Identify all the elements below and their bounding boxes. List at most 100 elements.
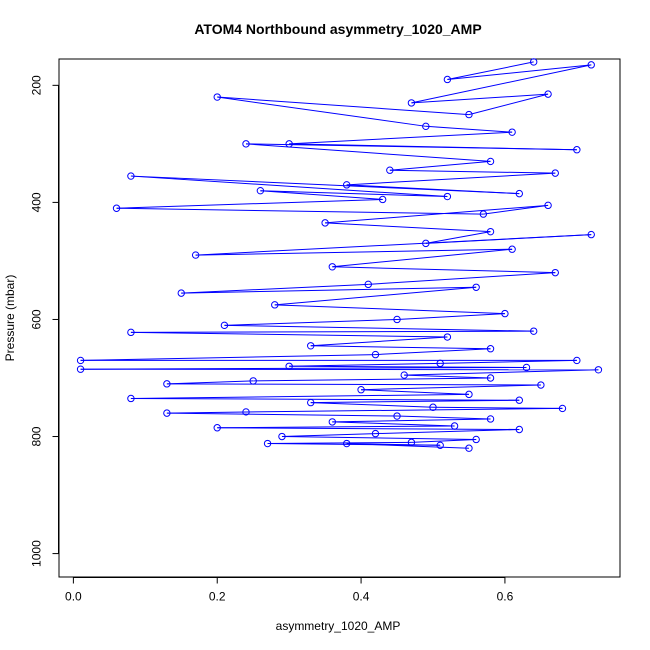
series-segment [375, 429, 520, 435]
data-point [307, 342, 315, 350]
data-point [393, 412, 401, 420]
data-point [285, 140, 293, 148]
data-point [163, 380, 171, 388]
data-point [573, 356, 581, 365]
series-segment [217, 96, 426, 127]
series-segment [260, 190, 448, 198]
data-point [76, 365, 85, 373]
data-point [220, 321, 229, 330]
data-point [371, 429, 380, 438]
series-segment [447, 64, 592, 80]
series-segment [217, 96, 469, 116]
series-segment [346, 172, 556, 186]
series-segment [411, 64, 592, 104]
data-point [515, 396, 524, 404]
series-segment [116, 198, 383, 209]
chart-title: ATOM4 Northbound asymmetry_1020_AMP [194, 21, 481, 37]
series-segment [310, 402, 434, 408]
data-point [544, 201, 552, 210]
data-point [587, 61, 595, 69]
y-tick-label: 600 [30, 309, 44, 329]
series-segment [375, 348, 491, 356]
x-axis-label: asymmetry_1020_AMP [276, 619, 401, 633]
data-point [465, 444, 473, 452]
data-point [508, 128, 516, 136]
series-segment [332, 421, 455, 427]
series-segment [274, 286, 477, 306]
data-point [127, 172, 135, 180]
series-segment [346, 443, 469, 449]
data-point [486, 374, 495, 382]
series-segment [310, 345, 491, 350]
series-segment [274, 304, 505, 315]
y-tick-label: 800 [30, 426, 44, 446]
data-point [486, 157, 495, 166]
series-segment [195, 248, 513, 256]
series-segment [281, 433, 376, 438]
data-point [191, 251, 200, 259]
series-segment [217, 425, 455, 429]
data-point [278, 432, 286, 441]
data-point [249, 377, 257, 385]
series-segment [325, 204, 549, 224]
data-point [443, 75, 452, 84]
series-segment [166, 380, 254, 385]
series-layer [76, 58, 603, 452]
series-segment [468, 93, 549, 116]
series-segment [404, 369, 599, 376]
data-point [386, 166, 394, 174]
data-point [328, 263, 337, 271]
data-point [364, 280, 372, 289]
series-segment [389, 160, 491, 171]
data-point [285, 362, 293, 370]
series-segment [224, 324, 534, 332]
series-segment [130, 393, 469, 399]
series-segment [80, 368, 599, 371]
data-point [443, 192, 452, 201]
series-segment [130, 175, 520, 195]
plot-frame [58, 58, 621, 578]
series-segment [447, 61, 534, 80]
series-segment [397, 415, 491, 420]
data-point [342, 181, 351, 189]
data-point [271, 301, 279, 309]
data-point [378, 195, 387, 204]
data-point [263, 439, 272, 448]
series-segment [253, 377, 491, 382]
series-segment [425, 125, 513, 133]
series-segment [368, 272, 556, 285]
data-point [501, 309, 509, 318]
x-axis: 0.0 0.2 0.4 0.6 [65, 577, 514, 604]
data-point [551, 268, 559, 277]
series-segment [245, 407, 563, 413]
series-segment [245, 143, 577, 151]
data-point [307, 398, 315, 407]
y-tick-label: 1000 [30, 540, 44, 567]
data-point [544, 90, 552, 98]
x-tick-label: 0.4 [353, 590, 370, 604]
series-segment [130, 175, 448, 198]
x-tick-label: 0.0 [65, 590, 82, 604]
data-point [177, 289, 185, 297]
series-segment [166, 412, 398, 417]
series-segment [310, 399, 520, 404]
y-tick-label: 200 [30, 75, 44, 95]
series-segment [245, 143, 491, 162]
series-segment [217, 427, 520, 431]
data-point [479, 210, 488, 218]
data-point [594, 366, 603, 374]
data-point [486, 345, 495, 353]
data-point [558, 404, 567, 413]
y-axis: 200 400 600 800 1000 [30, 75, 59, 567]
series-segment [483, 204, 549, 215]
data-point [486, 415, 495, 423]
data-point [436, 441, 444, 450]
series-segment [289, 131, 513, 145]
series-segment [195, 234, 592, 256]
series-segment [440, 359, 577, 364]
series-segment [130, 330, 534, 333]
data-point [472, 435, 480, 444]
data-point [328, 418, 337, 426]
data-point [407, 438, 416, 447]
